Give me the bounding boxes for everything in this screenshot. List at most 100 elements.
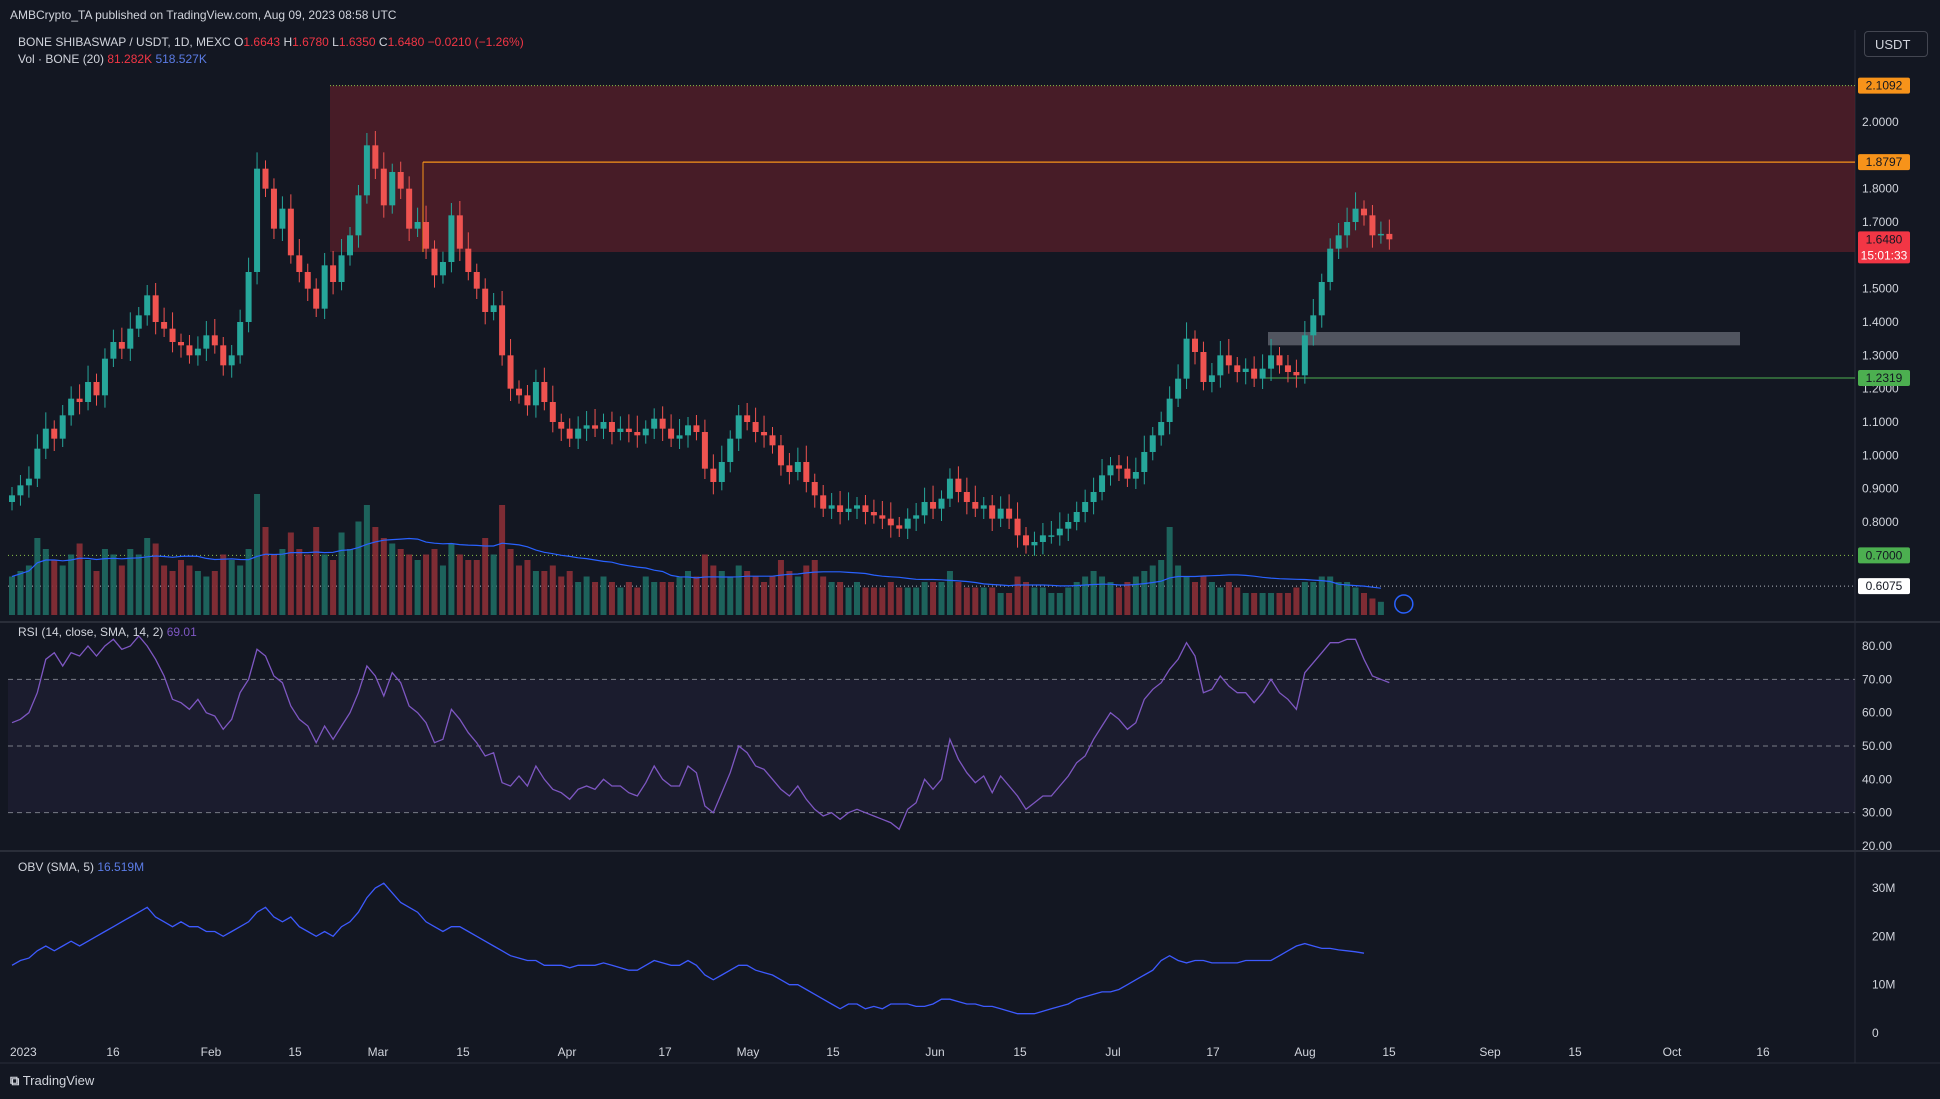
volume-bar — [955, 582, 962, 615]
candle-body — [659, 418, 666, 429]
candle-body — [1149, 435, 1156, 452]
candle-body — [507, 355, 514, 389]
volume-bar — [34, 538, 41, 615]
candle-body — [1377, 233, 1384, 236]
volume-label[interactable]: Vol · BONE (20) — [18, 52, 105, 66]
x-tick-label: 15 — [1382, 1045, 1396, 1059]
candle-body — [938, 498, 945, 509]
volume-bar — [887, 582, 894, 615]
candle-body — [1039, 535, 1046, 542]
candle-body — [161, 322, 168, 329]
volume-bar — [68, 554, 75, 615]
resistance-zone — [330, 85, 1855, 252]
volume-bar — [76, 543, 83, 615]
volume-bar — [1318, 576, 1325, 615]
rsi-value: 69.01 — [166, 625, 197, 639]
volume-bar — [1082, 576, 1089, 615]
price-tick-label: 1.7000 — [1862, 215, 1899, 229]
candle-body — [1183, 338, 1190, 379]
candle-body — [1327, 248, 1334, 282]
candle-body — [625, 428, 632, 432]
volume-bar — [1158, 560, 1165, 615]
candle-body — [794, 462, 801, 472]
volume-bar — [668, 582, 675, 615]
candle-body — [769, 435, 776, 446]
volume-bar — [1242, 593, 1249, 615]
volume-bar — [431, 549, 438, 615]
volume-bar — [896, 587, 903, 615]
candle-body — [1124, 468, 1131, 479]
volume-bar — [634, 587, 641, 615]
volume-bar — [127, 549, 134, 615]
volume-bar — [794, 576, 801, 615]
volume-bar — [169, 571, 176, 615]
symbol-title[interactable]: BONE SHIBASWAP / USDT, 1D, MEXC — [18, 35, 231, 49]
obv-label[interactable]: OBV (SMA, 5) — [18, 860, 95, 874]
brand-name: TradingView — [22, 1073, 95, 1088]
published-caption: AMBCrypto_TA published on TradingView.co… — [10, 8, 397, 22]
x-tick-label: 15 — [1013, 1045, 1027, 1059]
candle-body — [144, 295, 151, 316]
candle-body — [870, 512, 877, 516]
price-label: 1.8797 — [1866, 155, 1903, 169]
volume-bar — [963, 587, 970, 615]
candle-body — [862, 505, 869, 512]
candle-body — [727, 438, 734, 462]
candle-body — [76, 398, 83, 402]
candle-body — [980, 505, 987, 509]
volume-bar — [913, 587, 920, 615]
candle-body — [42, 428, 49, 449]
obv-line — [11, 882, 1365, 1015]
ohlc-open: 1.6643 — [243, 35, 281, 49]
volume-bar — [1310, 582, 1317, 615]
volume-bar — [1344, 582, 1351, 615]
volume-bar — [710, 565, 717, 615]
ohlc-change: −0.0210 (−1.26%) — [427, 35, 524, 49]
volume-bar — [811, 560, 818, 615]
volume-bar — [85, 560, 92, 615]
volume-bar — [321, 554, 328, 615]
candle-body — [372, 145, 379, 169]
price-tick-label: 0.9000 — [1862, 482, 1899, 496]
candle-body — [1293, 372, 1300, 376]
candle-body — [439, 262, 446, 276]
x-tick-label: May — [737, 1045, 760, 1059]
candle-body — [203, 335, 210, 349]
candle-body — [1361, 208, 1367, 216]
candle-body — [270, 188, 277, 229]
candle-body — [279, 208, 286, 229]
replay-icon — [1394, 594, 1414, 614]
candle-body — [904, 518, 911, 529]
volume-bar — [803, 565, 810, 615]
volume-bar — [423, 554, 430, 615]
candle-body — [127, 328, 134, 349]
price-tick-label: 1.4000 — [1862, 315, 1899, 329]
volume-bar — [220, 554, 227, 615]
ohlc-close-label: C — [378, 35, 388, 49]
candle-body — [1166, 398, 1173, 422]
candle-body — [811, 482, 818, 496]
volume-bar — [549, 565, 556, 615]
candle-body — [575, 428, 582, 439]
volume-bar — [397, 549, 404, 615]
volume-bar — [1276, 593, 1283, 615]
volume-bar — [1132, 576, 1139, 615]
currency-button[interactable]: USDT — [1864, 31, 1928, 57]
candle-body — [101, 358, 108, 396]
rsi-label[interactable]: RSI (14, close, SMA, 14, 2) — [18, 625, 164, 639]
obv-legend: OBV (SMA, 5) 16.519M — [18, 860, 144, 874]
volume-bar — [575, 582, 582, 615]
volume-bar — [1115, 587, 1122, 615]
candle-body — [854, 505, 860, 509]
tradingview-logo[interactable]: ⧉ TradingView — [10, 1073, 94, 1089]
volume-bar — [541, 571, 548, 615]
candle-body — [1099, 475, 1106, 492]
candle-body — [1200, 352, 1207, 382]
candle-body — [668, 428, 675, 439]
candle-body — [1234, 365, 1241, 372]
candle-body — [1073, 512, 1080, 522]
volume-bar — [1225, 582, 1232, 615]
candle-body — [1006, 508, 1013, 519]
volume-bar — [245, 549, 252, 615]
candle-body — [380, 168, 387, 206]
